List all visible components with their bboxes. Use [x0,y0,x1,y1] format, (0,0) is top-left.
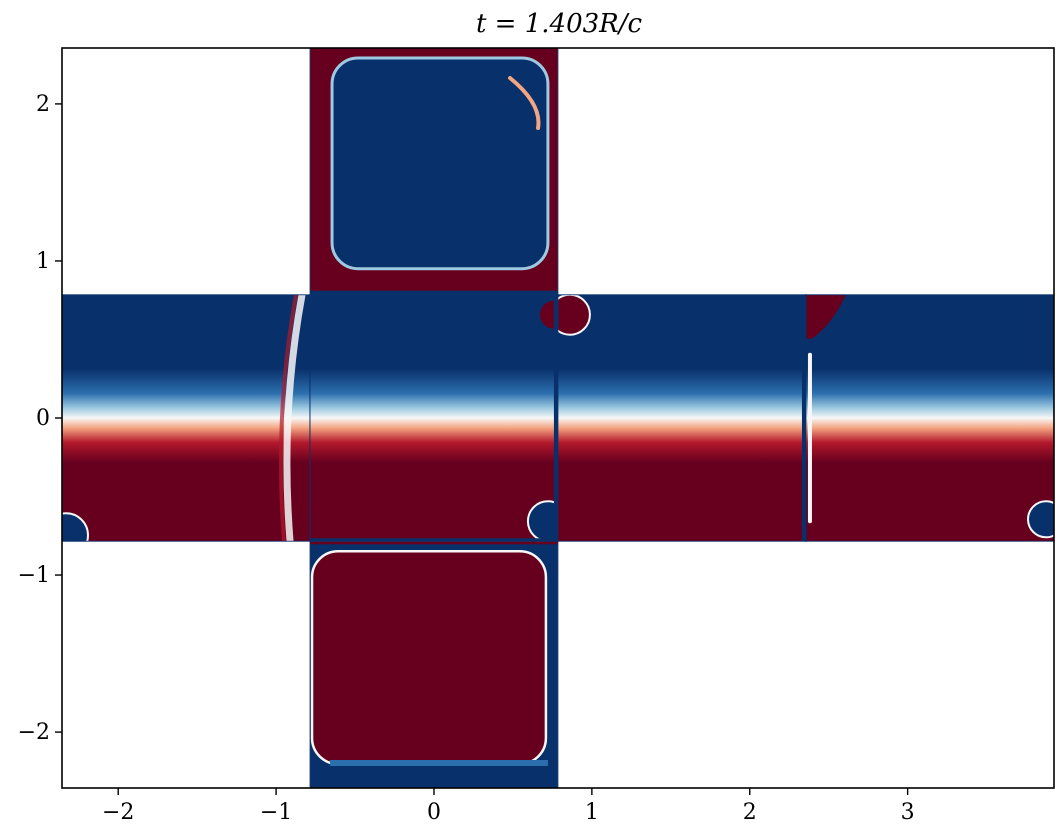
x-tick-label: 2 [743,800,757,825]
heatmap-panel-center-face [309,294,559,542]
y-tick-label: 2 [36,92,50,117]
heatmap-panel-far-right-face [805,294,1054,542]
panel-layer [62,48,1054,788]
y-tick-label: 1 [36,249,50,274]
x-tick-label: 0 [427,800,441,825]
heatmap-panel-bottom-face [309,540,559,788]
y-tick-label: −1 [18,563,50,588]
chart-title: t = 1.403R/c [476,9,643,39]
y-axis: 2 1 0 −1 −2 [18,92,62,745]
heatmap-panel-top-face [309,48,559,296]
y-tick-label: 0 [36,406,50,431]
x-tick-label: 3 [901,800,915,825]
heatmap-panel-left-face [62,294,311,542]
x-axis: −2 −1 0 1 2 3 [102,788,915,825]
heatmap-panel-right-face [557,294,807,542]
x-tick-label: −1 [260,800,292,825]
y-tick-label: −2 [18,720,50,745]
x-tick-label: −2 [102,800,134,825]
x-tick-label: 1 [585,800,599,825]
